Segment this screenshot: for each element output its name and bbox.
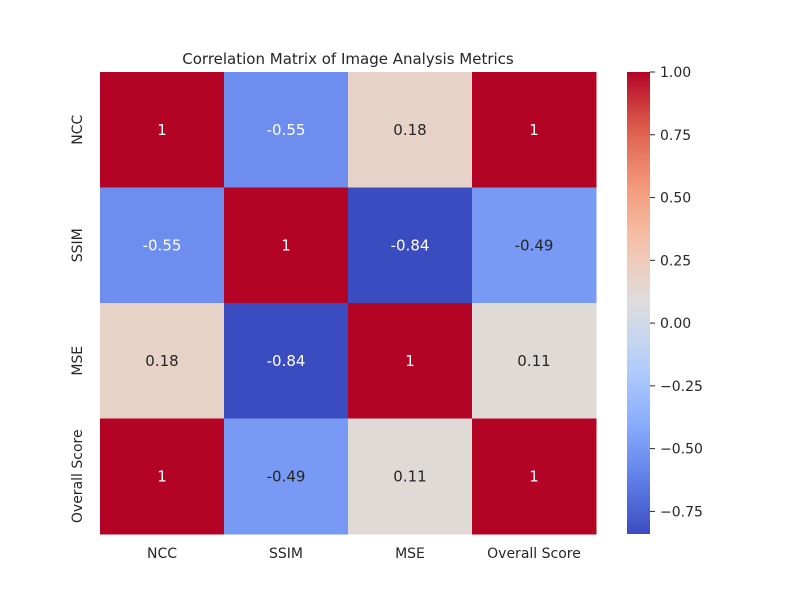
heatmap-cell (100, 303, 225, 419)
x-tick-label: Overall Score (487, 546, 581, 562)
heatmap-cell (348, 187, 473, 304)
cell-annotation: 0.11 (517, 352, 550, 370)
y-tick-label: MSE (70, 346, 86, 376)
colorbar-tick-label: 0.25 (660, 253, 691, 269)
heatmap-cell (472, 72, 597, 188)
heatmap-cells: 1 -0.55 0.18 1 -0.55 1 -0.84 -0.49 0.18 -0.84 1 0.1… (100, 72, 597, 535)
colorbar-tick-label: −0.25 (660, 379, 703, 395)
colorbar-tick-label: 0.50 (660, 191, 691, 207)
colorbar-tick-label: 1.00 (660, 65, 691, 81)
cell-annotation: 1 (405, 352, 415, 370)
x-axis-tick-labels: NCC SSIM MSE Overall Score (147, 546, 581, 562)
colorbar-gradient (627, 72, 650, 534)
cell-annotation: 0.18 (393, 121, 426, 139)
cell-annotation: 0.11 (393, 467, 426, 485)
heatmap-cell (348, 72, 473, 188)
heatmap-cell (348, 418, 473, 535)
x-tick-label: MSE (395, 546, 425, 562)
heatmap-cell (472, 303, 597, 419)
heatmap-cell (224, 418, 349, 535)
heatmap-cell (100, 187, 225, 304)
cell-annotation: 1 (157, 121, 167, 139)
chart-title: Correlation Matrix of Image Analysis Met… (182, 50, 514, 68)
cell-annotation: 0.18 (145, 352, 178, 370)
cell-annotation: 1 (157, 467, 167, 485)
colorbar-tick-label: 0.75 (660, 128, 691, 144)
cell-annotation: -0.49 (267, 467, 306, 485)
cell-annotation: -0.55 (267, 121, 306, 139)
heatmap-cell (100, 418, 225, 535)
heatmap-cell (472, 187, 597, 304)
y-tick-label: NCC (70, 115, 86, 145)
y-tick-label: SSIM (70, 228, 86, 262)
colorbar: 1.00 0.75 0.50 0.25 0.00 −0.25 −0.50 −0.75 (627, 65, 703, 534)
y-tick-label: Overall Score (70, 429, 86, 523)
colorbar-tick-label: −0.75 (660, 504, 703, 520)
cell-annotation: 1 (529, 467, 539, 485)
x-tick-label: SSIM (269, 546, 303, 562)
colorbar-tick-label: 0.00 (660, 316, 691, 332)
cell-annotation: -0.84 (391, 236, 430, 254)
cell-annotation: -0.55 (143, 236, 182, 254)
heatmap-cell (224, 187, 349, 304)
cell-annotation: 1 (281, 236, 291, 254)
heatmap-cell (100, 72, 225, 188)
heatmap-cell (224, 303, 349, 419)
x-tick-label: NCC (147, 546, 177, 562)
colorbar-tick-label: −0.50 (660, 442, 703, 458)
cell-annotation: -0.84 (267, 352, 306, 370)
heatmap-cell (472, 418, 597, 535)
cell-annotation: 1 (529, 121, 539, 139)
heatmap-cell (348, 303, 473, 419)
y-axis-tick-labels: NCC SSIM MSE Overall Score (70, 115, 86, 524)
cell-annotation: -0.49 (515, 236, 554, 254)
heatmap-cell (224, 72, 349, 188)
